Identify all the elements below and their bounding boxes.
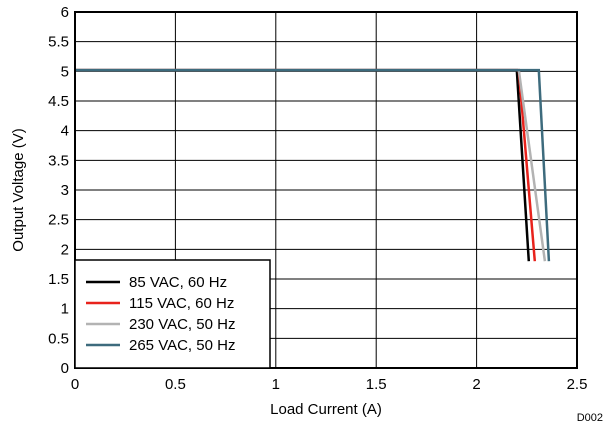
x-tick-label: 2 bbox=[472, 376, 480, 393]
series-lines bbox=[75, 68, 551, 262]
legend-label: 230 VAC, 50 Hz bbox=[129, 316, 235, 333]
x-tick-labels: 0 0.5 1 1.5 2 2.5 bbox=[71, 376, 588, 393]
y-tick-label: 4 bbox=[61, 123, 69, 140]
y-tick-label: 1 bbox=[61, 301, 69, 318]
x-tick-label: 1 bbox=[272, 376, 280, 393]
y-axis-title: Output Voltage (V) bbox=[10, 128, 27, 251]
series-line-4 bbox=[75, 68, 551, 262]
x-tick-label: 0 bbox=[71, 376, 79, 393]
legend-label: 85 VAC, 60 Hz bbox=[129, 274, 227, 291]
legend-box bbox=[74, 259, 271, 369]
legend: 85 VAC, 60 Hz 115 VAC, 60 Hz 230 VAC, 50 H… bbox=[74, 259, 271, 369]
legend-label: 265 VAC, 50 Hz bbox=[129, 337, 235, 354]
y-tick-label: 5.5 bbox=[48, 34, 69, 51]
x-tick-label: 1.5 bbox=[366, 376, 387, 393]
y-tick-label: 4.5 bbox=[48, 93, 69, 110]
y-tick-label: 0 bbox=[61, 360, 69, 377]
series-line-2 bbox=[75, 68, 537, 262]
y-tick-labels: 0 0.5 1 1.5 2 2.5 3 3.5 4 4.5 5 5.5 6 bbox=[48, 4, 69, 377]
y-tick-label: 2 bbox=[61, 241, 69, 258]
series-line-3 bbox=[75, 68, 547, 262]
y-tick-label: 0.5 bbox=[48, 330, 69, 347]
y-tick-label: 3 bbox=[61, 182, 69, 199]
plot-frame bbox=[74, 11, 578, 369]
x-axis-title: Load Current (A) bbox=[270, 401, 382, 418]
x-tick-label: 2.5 bbox=[567, 376, 588, 393]
y-tick-label: 6 bbox=[61, 4, 69, 21]
y-tick-label: 5 bbox=[61, 63, 69, 80]
series-line-1 bbox=[75, 68, 531, 262]
legend-label: 115 VAC, 60 Hz bbox=[129, 295, 234, 312]
x-tick-label: 0.5 bbox=[165, 376, 186, 393]
y-tick-label: 2.5 bbox=[48, 212, 69, 229]
y-tick-label: 1.5 bbox=[48, 271, 69, 288]
y-tick-label: 3.5 bbox=[48, 152, 69, 169]
figure-id-label: D002 bbox=[577, 412, 603, 424]
